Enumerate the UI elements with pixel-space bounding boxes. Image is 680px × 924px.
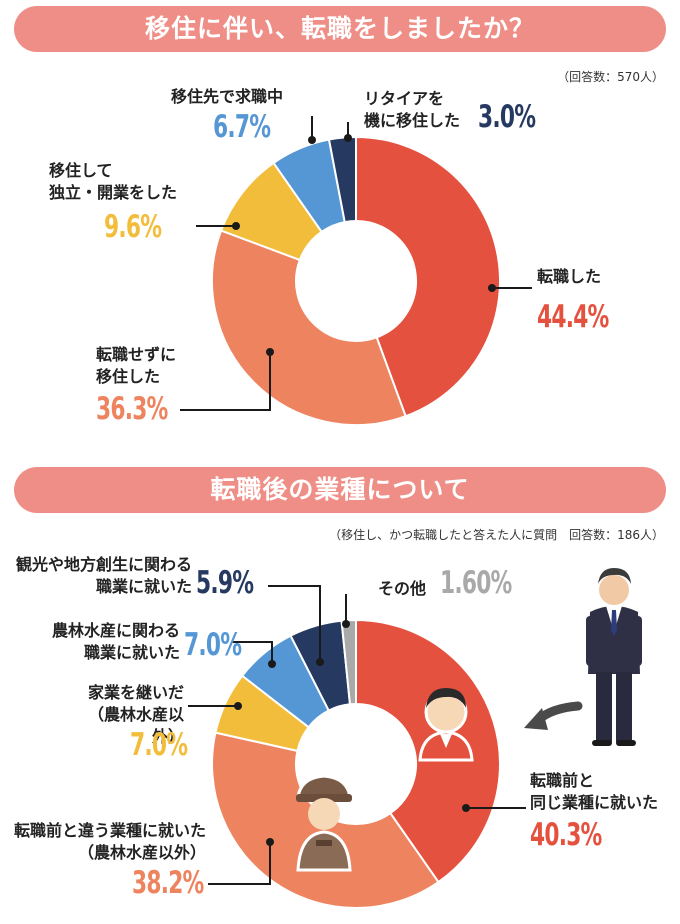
leader-dot (234, 702, 242, 710)
pct-tourism: 5.9% (196, 565, 254, 601)
pct-job-changed: 44.4% (537, 299, 609, 335)
section1-title: 移住に伴い、転職をしましたか？ (14, 6, 666, 52)
label-agri-fishery: 農林水産に関わる 職業に就いた (51, 621, 180, 662)
leader-dot (462, 804, 470, 812)
label-family-business: 家業を継いだ （農林水産以外） (87, 683, 184, 746)
leader-dot (232, 222, 240, 230)
label-no-job-change: 転職せずに 移住した (96, 345, 177, 386)
leader-line (208, 842, 271, 885)
leader-dot (308, 136, 316, 144)
person-suit-illustration (586, 568, 642, 746)
pct-other: 1.60% (440, 565, 512, 601)
pct-no-job-change: 36.3% (96, 391, 168, 427)
pct-agri-fishery: 7.0% (184, 627, 242, 663)
label-other: その他 (378, 579, 427, 598)
office-worker-icon (418, 688, 474, 762)
pct-same-industry: 40.3% (530, 817, 602, 853)
leader-line (232, 641, 273, 664)
pct-family-business: 7.0% (130, 727, 188, 763)
label-tourism: 観光や地方創生に関わる 職業に就いた (15, 555, 192, 596)
label-same-industry: 転職前と 同じ業種に就いた (530, 771, 659, 812)
leader-dot (316, 658, 324, 666)
label-different-industry: 転職前と違う業種に就いた （農林水産以外） (14, 821, 207, 862)
label-job-changed: 転職した (537, 267, 602, 286)
leader-dot (266, 348, 274, 356)
leader-line (268, 585, 321, 662)
section2-note: （移住し、かつ転職したと答えた人に質問 回答数：186人） (329, 528, 664, 542)
leader-dot (488, 284, 496, 292)
pct-independent: 9.6% (104, 209, 162, 245)
farmer-icon (296, 774, 352, 872)
curved-arrow-icon (524, 701, 583, 730)
pct-retire: 3.0% (478, 99, 536, 135)
pie-slice-1 (355, 135, 501, 418)
pie-slice-5 (327, 135, 357, 224)
leader-dot (342, 620, 350, 628)
pie-slice-2 (211, 229, 407, 426)
section1-note: （回答数：570人） (557, 70, 664, 84)
section2-title: 転職後の業種について (14, 467, 666, 513)
leader-dot (266, 838, 274, 846)
label-retire: リタイアを 機に移住した (364, 89, 461, 130)
leader-line (180, 352, 271, 411)
label-job-hunting: 移住先で求職中 (171, 87, 284, 106)
leader-dot (344, 134, 352, 142)
pct-job-hunting: 6.7% (213, 109, 271, 145)
label-independent: 移住して 独立・開業をした (49, 161, 178, 202)
pct-different-industry: 38.2% (132, 865, 204, 901)
leader-dot (268, 660, 276, 668)
